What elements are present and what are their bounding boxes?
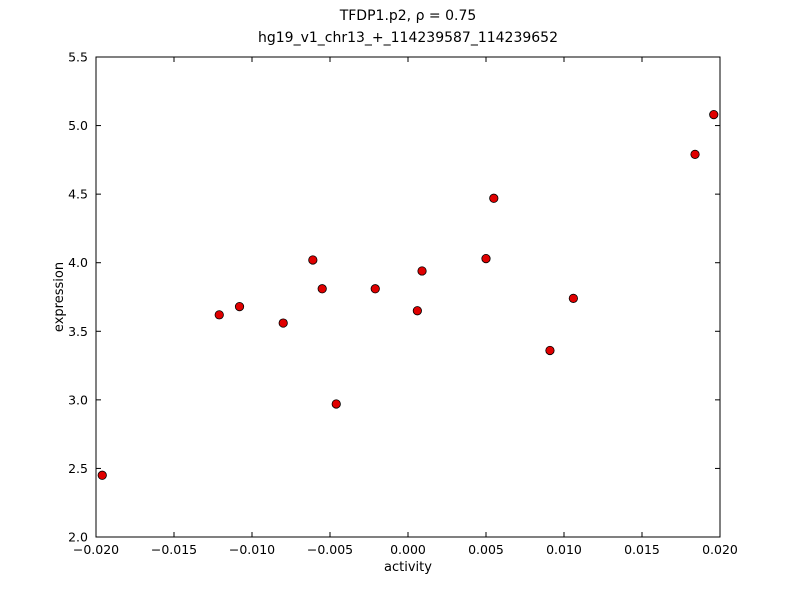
data-point <box>417 266 427 276</box>
data-point <box>545 345 555 356</box>
x-tick-label: 0.010 <box>546 542 582 557</box>
x-tick-label: 0.000 <box>390 542 426 557</box>
y-tick-label: 4.5 <box>68 187 88 202</box>
x-tick-label: 0.005 <box>468 542 504 557</box>
y-tick-label: 2.0 <box>68 530 88 545</box>
data-point <box>568 293 578 303</box>
data-point <box>97 470 107 480</box>
chart-title: TFDP1.p2, ρ = 0.75 <box>339 8 477 24</box>
data-point <box>412 306 422 316</box>
data-point <box>709 110 719 120</box>
x-tick-label: −0.010 <box>229 542 275 557</box>
y-tick-label: 3.0 <box>68 392 88 407</box>
x-tick-label: 0.020 <box>702 542 738 557</box>
y-tick-label: 5.5 <box>68 50 88 65</box>
y-tick-label: 4.0 <box>68 255 88 270</box>
data-point <box>690 149 700 159</box>
data-point <box>317 284 327 294</box>
x-tick-label: −0.020 <box>73 542 119 557</box>
data-point <box>214 310 224 320</box>
data-point <box>489 193 499 203</box>
y-axis-label: expression <box>52 261 67 333</box>
data-point <box>331 399 341 409</box>
data-point <box>278 318 288 328</box>
y-tick-label: 2.5 <box>68 461 88 476</box>
axes-frame <box>95 56 721 538</box>
x-tick-label: 0.015 <box>624 542 660 557</box>
x-axis-label: activity <box>384 560 432 575</box>
data-point <box>234 301 245 312</box>
data-point <box>481 254 491 264</box>
data-point <box>370 284 380 294</box>
x-tick-label: −0.015 <box>151 542 197 557</box>
data-point <box>308 255 318 265</box>
y-tick-label: 3.5 <box>68 324 88 339</box>
y-tick-label: 5.0 <box>68 118 88 133</box>
chart-subtitle: hg19_v1_chr13_+_114239587_114239652 <box>258 30 558 46</box>
x-tick-label: −0.005 <box>307 542 353 557</box>
